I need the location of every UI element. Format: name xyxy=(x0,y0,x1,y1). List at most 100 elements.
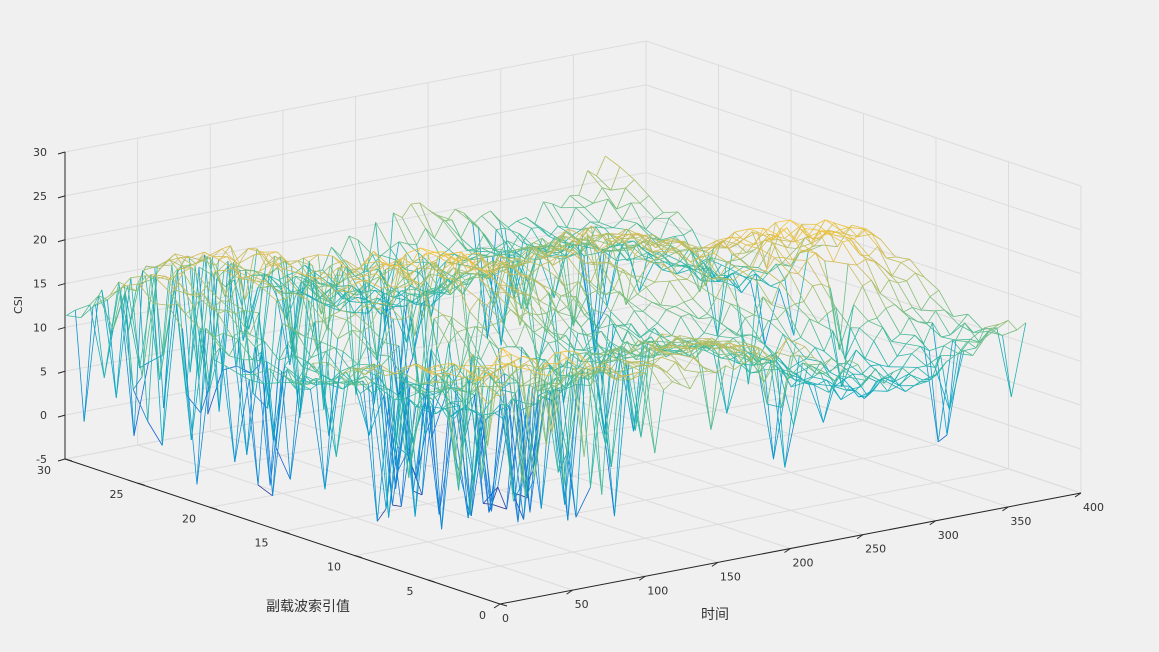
mesh-edge xyxy=(792,250,802,261)
mesh-edge xyxy=(877,246,893,276)
mesh-edge xyxy=(306,273,322,315)
mesh-edge xyxy=(575,207,591,223)
mesh-edge xyxy=(722,240,733,255)
mesh-edge xyxy=(259,275,270,365)
mesh-edge xyxy=(868,317,878,322)
mesh-edge xyxy=(561,246,577,252)
mesh-edge xyxy=(366,346,382,366)
mesh-edge xyxy=(373,363,390,518)
mesh-edge xyxy=(228,339,239,357)
mesh-edge xyxy=(357,296,372,303)
mesh-edge xyxy=(711,347,728,414)
mesh-edge xyxy=(593,252,603,265)
mesh-edge xyxy=(905,381,921,392)
mesh-edge xyxy=(492,324,508,347)
mesh-edge xyxy=(822,358,832,365)
mesh-edge xyxy=(493,372,504,387)
mesh-edge xyxy=(891,262,902,277)
mesh-edge xyxy=(467,258,483,273)
mesh-edge xyxy=(541,377,557,389)
mesh-edge xyxy=(491,404,501,512)
mesh-edge xyxy=(926,310,936,325)
mesh-edge xyxy=(769,360,786,468)
mesh-edge xyxy=(483,233,499,255)
mesh-edge xyxy=(480,247,490,253)
mesh-edge xyxy=(310,389,326,490)
mesh-edge xyxy=(235,261,246,300)
mesh-edge xyxy=(586,368,603,495)
mesh-edge xyxy=(695,255,706,268)
mesh-edge xyxy=(167,303,177,306)
mesh-edge xyxy=(472,353,489,447)
mesh-edge xyxy=(593,198,608,204)
mesh-edge xyxy=(83,306,94,422)
mesh-edge xyxy=(329,274,345,290)
mesh-edge xyxy=(747,351,757,363)
mesh-edge xyxy=(695,266,711,280)
mesh-edge xyxy=(598,323,614,329)
mesh-edge xyxy=(616,188,626,210)
mesh-edge xyxy=(451,317,467,330)
mesh-edge xyxy=(871,233,882,241)
mesh-edge xyxy=(943,345,959,354)
mesh-edge xyxy=(201,260,217,266)
mesh-edge xyxy=(891,333,901,342)
mesh-edge xyxy=(399,265,415,282)
mesh-edge xyxy=(629,232,639,235)
mesh-edge xyxy=(806,252,817,261)
mesh-edge xyxy=(568,326,579,334)
mesh-edge xyxy=(205,327,221,348)
mesh-edge xyxy=(423,364,438,371)
mesh-edge xyxy=(408,364,419,478)
mesh-edge xyxy=(363,302,374,307)
mesh-edge xyxy=(344,381,355,386)
mesh-edge xyxy=(525,374,541,498)
mesh-edge xyxy=(393,212,403,218)
grid-line xyxy=(645,84,1082,231)
mesh-edge xyxy=(657,365,673,383)
mesh-edge xyxy=(935,309,945,312)
mesh-edge xyxy=(901,367,912,376)
mesh-edge xyxy=(460,220,471,239)
z-tick-mark xyxy=(57,195,66,199)
mesh-edge xyxy=(381,254,396,261)
mesh-edge xyxy=(297,260,313,266)
mesh-edge xyxy=(732,337,748,353)
mesh-edge xyxy=(912,307,928,325)
grid-line xyxy=(645,128,1082,275)
mesh-edge xyxy=(528,312,538,316)
mesh-edge xyxy=(570,371,580,380)
mesh-edge xyxy=(420,247,430,254)
mesh-edge xyxy=(642,301,653,312)
mesh-edge xyxy=(573,370,583,383)
mesh-edge xyxy=(229,355,244,361)
mesh-edge xyxy=(402,367,413,459)
mesh-edge xyxy=(937,361,947,375)
mesh-edge xyxy=(444,267,454,277)
mesh-edge xyxy=(329,267,339,276)
mesh-edge xyxy=(371,388,381,393)
mesh-edge xyxy=(167,305,183,329)
mesh-edge xyxy=(567,370,583,521)
mesh-edge xyxy=(687,247,703,250)
mesh-edge xyxy=(538,241,554,248)
mesh-edge xyxy=(575,251,592,283)
mesh-edge xyxy=(920,346,930,352)
mesh-edge xyxy=(668,261,678,274)
mesh-edge xyxy=(534,253,550,262)
mesh-edge xyxy=(740,248,756,260)
mesh-edge xyxy=(534,201,544,225)
mesh-edge xyxy=(326,297,342,311)
mesh-edge xyxy=(731,236,741,239)
mesh-edge xyxy=(346,319,362,333)
mesh-edge xyxy=(525,217,541,228)
mesh-edge xyxy=(240,374,250,381)
mesh-edge xyxy=(784,252,800,280)
mesh-edge xyxy=(457,369,468,483)
mesh-edge xyxy=(589,345,599,352)
mesh-edge xyxy=(271,286,287,320)
tick-labels: 050100150200250300350400051015202530-505… xyxy=(33,146,1104,625)
mesh-edge xyxy=(290,327,301,418)
mesh-edge xyxy=(632,350,648,358)
mesh-edge xyxy=(325,351,341,372)
